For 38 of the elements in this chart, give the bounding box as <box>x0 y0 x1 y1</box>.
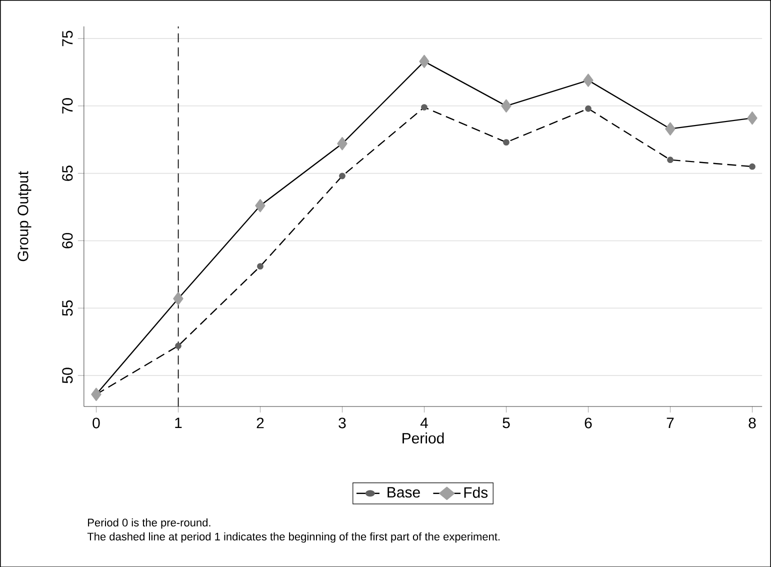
point <box>665 122 676 136</box>
point <box>91 388 102 401</box>
point <box>421 104 428 110</box>
point <box>175 342 182 349</box>
y-tick-label: 55 <box>62 300 73 316</box>
point <box>503 138 510 146</box>
x-tick-label: 8 <box>748 417 756 428</box>
point <box>747 111 758 124</box>
y-tick-label: 60 <box>62 232 73 248</box>
point <box>667 156 674 163</box>
point <box>337 136 348 150</box>
legend-label: Fds <box>464 486 488 498</box>
legend-label: Base <box>388 486 420 498</box>
x-tick-label: 3 <box>338 417 346 428</box>
text: Period 0 is the pre-round. <box>88 518 210 528</box>
x-tick-label: 0 <box>92 417 100 428</box>
x-tick-label: 5 <box>502 417 510 428</box>
point <box>257 262 264 270</box>
point <box>501 99 512 112</box>
x-tick-label: 4 <box>420 417 428 428</box>
point <box>339 172 346 179</box>
y-tick-label: 50 <box>62 368 73 384</box>
x-tick-label: 2 <box>256 417 264 428</box>
point <box>255 198 266 212</box>
point <box>419 54 430 68</box>
x-tick-label: 7 <box>666 417 674 428</box>
text: The dashed line at period 1 indicates the beginning of the first part of the experiment. <box>87 532 500 542</box>
y-tick-label: 70 <box>62 98 73 114</box>
y-tick-label: 75 <box>62 30 73 46</box>
y-axis-title: Group Output <box>18 170 32 261</box>
x-tick-label: 1 <box>175 417 182 428</box>
x-tick-label: 6 <box>584 417 592 428</box>
point <box>749 163 756 170</box>
point <box>585 105 592 112</box>
x-axis-title: Period <box>402 432 444 444</box>
y-tick-label: 65 <box>62 165 73 181</box>
point <box>173 292 184 306</box>
point <box>583 73 594 87</box>
